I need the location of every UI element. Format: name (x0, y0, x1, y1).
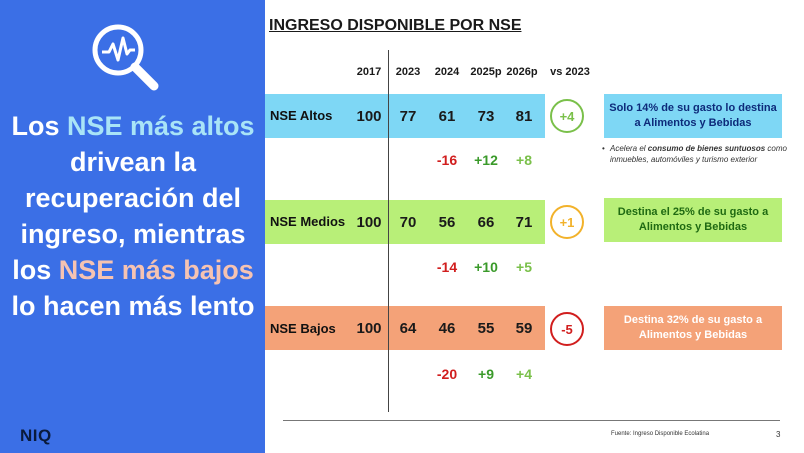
value-cell: 64 (399, 320, 417, 337)
analytics-magnifier-icon (92, 24, 159, 91)
note-medios: Destina el 25% de su gasto a Alimentos y… (604, 198, 782, 242)
delta-cell: +8 (516, 152, 532, 168)
col-header-2017: 2017 (356, 66, 382, 78)
note-altos: Solo 14% de su gasto lo destina a Alimen… (604, 94, 782, 138)
delta-cell: +9 (478, 366, 494, 382)
row-band-bajos (265, 306, 545, 350)
vs2023-badge-medios: +1 (550, 205, 584, 239)
row-label-medios: NSE Medios (270, 214, 346, 229)
niq-logo: NIQ (20, 426, 52, 445)
value-cell: 100 (356, 320, 382, 337)
left-panel: Los NSE más altos drivean la recuperació… (0, 0, 265, 453)
source-note: Fuente: Ingreso Disponible Ecolatina (611, 431, 710, 437)
value-cell: 59 (515, 320, 533, 337)
col-header-2024: 2024 (434, 66, 460, 78)
value-cell: 73 (477, 108, 495, 125)
row-band-medios (265, 200, 545, 244)
delta-cell: -16 (436, 152, 458, 168)
delta-cell: +5 (516, 259, 532, 275)
col-header-2025p: 2025p (470, 66, 502, 78)
col-header-2023: 2023 (395, 66, 421, 78)
footer-divider (283, 420, 780, 421)
delta-cell: -20 (436, 366, 458, 382)
value-cell: 70 (399, 214, 417, 231)
page-number: 3 (776, 430, 781, 439)
vs2023-badge-bajos: -5 (550, 312, 584, 346)
row-label-altos: NSE Altos (270, 108, 333, 123)
slide-title: INGRESO DISPONIBLE POR NSE (269, 17, 522, 34)
value-cell: 100 (356, 214, 382, 231)
value-cell: 100 (356, 108, 382, 125)
vs2023-badge-altos: +4 (550, 99, 584, 133)
value-cell: 61 (438, 108, 456, 125)
value-cell: 55 (477, 320, 495, 337)
col-header-vs2023: vs 2023 (550, 66, 590, 78)
headline-highlight-low: NSE más bajos (58, 255, 254, 285)
delta-cell: +12 (474, 152, 498, 168)
value-cell: 56 (438, 214, 456, 231)
value-cell: 46 (438, 320, 456, 337)
row-band-altos (265, 94, 545, 138)
value-cell: 81 (515, 108, 533, 125)
value-cell: 71 (515, 214, 533, 231)
headline: Los NSE más altos drivean la recuperació… (11, 111, 255, 321)
col-header-2026p: 2026p (506, 66, 538, 78)
divider-vertical (388, 50, 389, 412)
note-bajos: Destina 32% de su gasto a Alimentos y Be… (604, 306, 782, 350)
headline-highlight-high: NSE más altos (66, 111, 255, 141)
delta-cell: +10 (474, 259, 498, 275)
value-cell: 66 (477, 214, 495, 231)
row-label-bajos: NSE Bajos (270, 321, 336, 336)
delta-cell: -14 (436, 259, 458, 275)
bullet-note-altos: • Acelera el consumo de bienes suntuosos … (602, 144, 787, 164)
delta-cell: +4 (516, 366, 532, 382)
value-cell: 77 (399, 108, 417, 125)
